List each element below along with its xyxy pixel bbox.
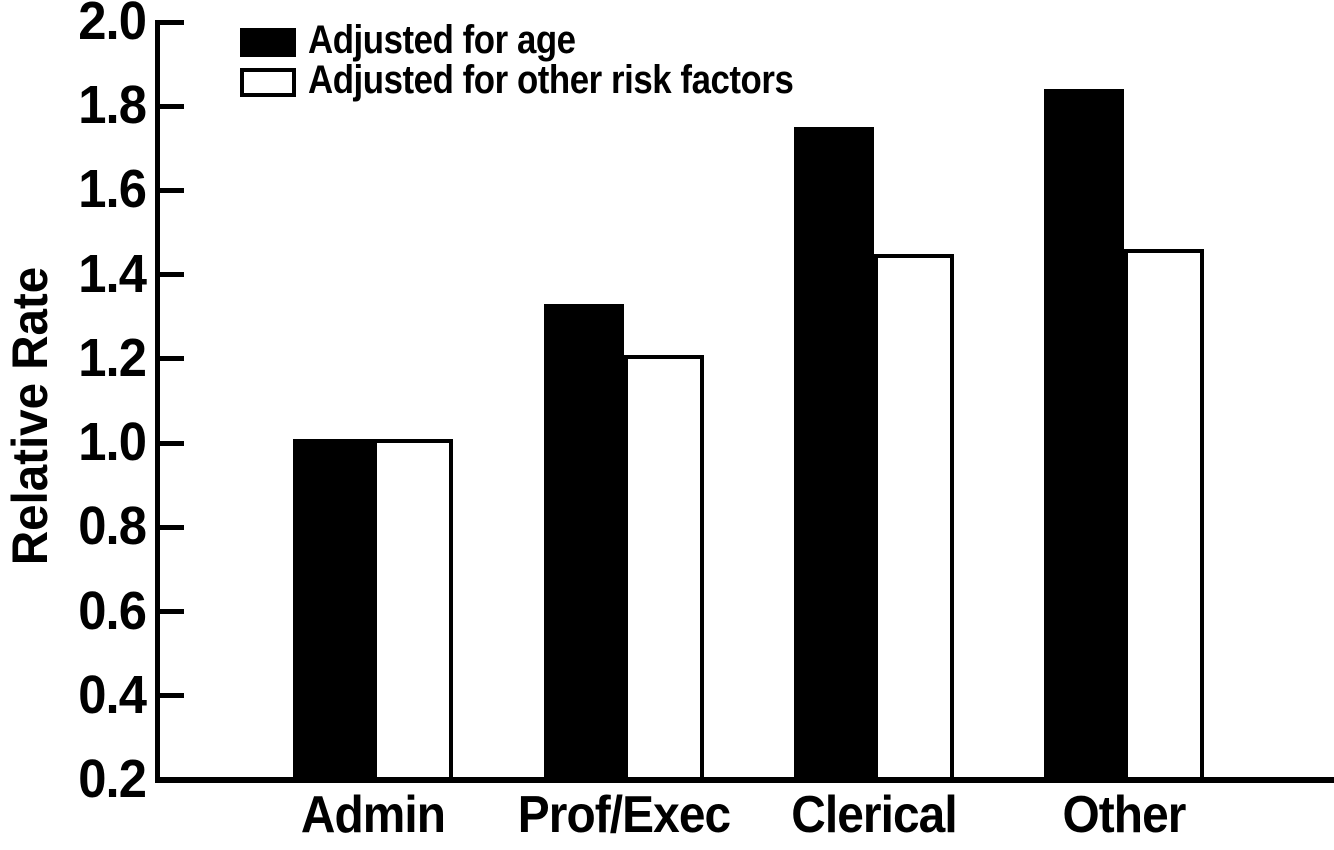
y-tick-0.4	[160, 693, 184, 699]
x-axis-line	[155, 777, 1334, 783]
bar-prof-exec-adjusted-for-other-risk-factors	[624, 354, 704, 780]
x-label-admin: Admin	[300, 786, 446, 844]
bar-admin-adjusted-for-other-risk-factors	[373, 438, 453, 780]
y-tick-0.6	[160, 609, 184, 615]
bar-prof-exec-adjusted-for-age	[544, 304, 624, 780]
x-label-prof-exec: Prof/Exec	[517, 786, 731, 844]
y-tick-1.0	[160, 440, 184, 446]
bar-clerical-adjusted-for-other-risk-factors	[874, 253, 954, 780]
y-tick-label-1.4: 1.4	[78, 243, 147, 304]
y-tick-label-0.6: 0.6	[78, 580, 147, 641]
legend-swatch-adjusted-for-other-risk-factors	[240, 68, 296, 97]
bar-other-adjusted-for-age	[1044, 89, 1124, 780]
bar-admin-adjusted-for-age	[293, 438, 373, 780]
x-label-other: Other	[1062, 786, 1187, 844]
bar-clerical-adjusted-for-age	[794, 127, 874, 780]
y-tick-2.0	[160, 19, 184, 25]
y-tick-1.2	[160, 356, 184, 362]
x-label-clerical: Clerical	[791, 786, 957, 844]
y-tick-label-1.8: 1.8	[78, 75, 147, 136]
y-tick-1.6	[160, 187, 184, 193]
legend-label-adjusted-for-other-risk-factors: Adjusted for other risk factors	[308, 58, 794, 102]
y-tick-label-1.2: 1.2	[78, 327, 147, 388]
y-tick-1.4	[160, 272, 184, 278]
legend-label-adjusted-for-age: Adjusted for age	[308, 18, 576, 62]
legend-swatch-adjusted-for-age	[240, 28, 296, 57]
y-tick-label-2.0: 2.0	[78, 0, 147, 52]
y-tick-label-0.8: 0.8	[78, 496, 147, 557]
y-tick-label-1.6: 1.6	[78, 159, 147, 220]
y-tick-label-0.2: 0.2	[78, 749, 147, 809]
y-tick-1.8	[160, 103, 184, 109]
y-tick-label-0.4: 0.4	[78, 664, 147, 725]
y-tick-0.8	[160, 524, 184, 530]
bar-other-adjusted-for-other-risk-factors	[1124, 249, 1204, 780]
y-tick-label-1.0: 1.0	[78, 412, 147, 473]
y-axis-line	[155, 20, 160, 783]
